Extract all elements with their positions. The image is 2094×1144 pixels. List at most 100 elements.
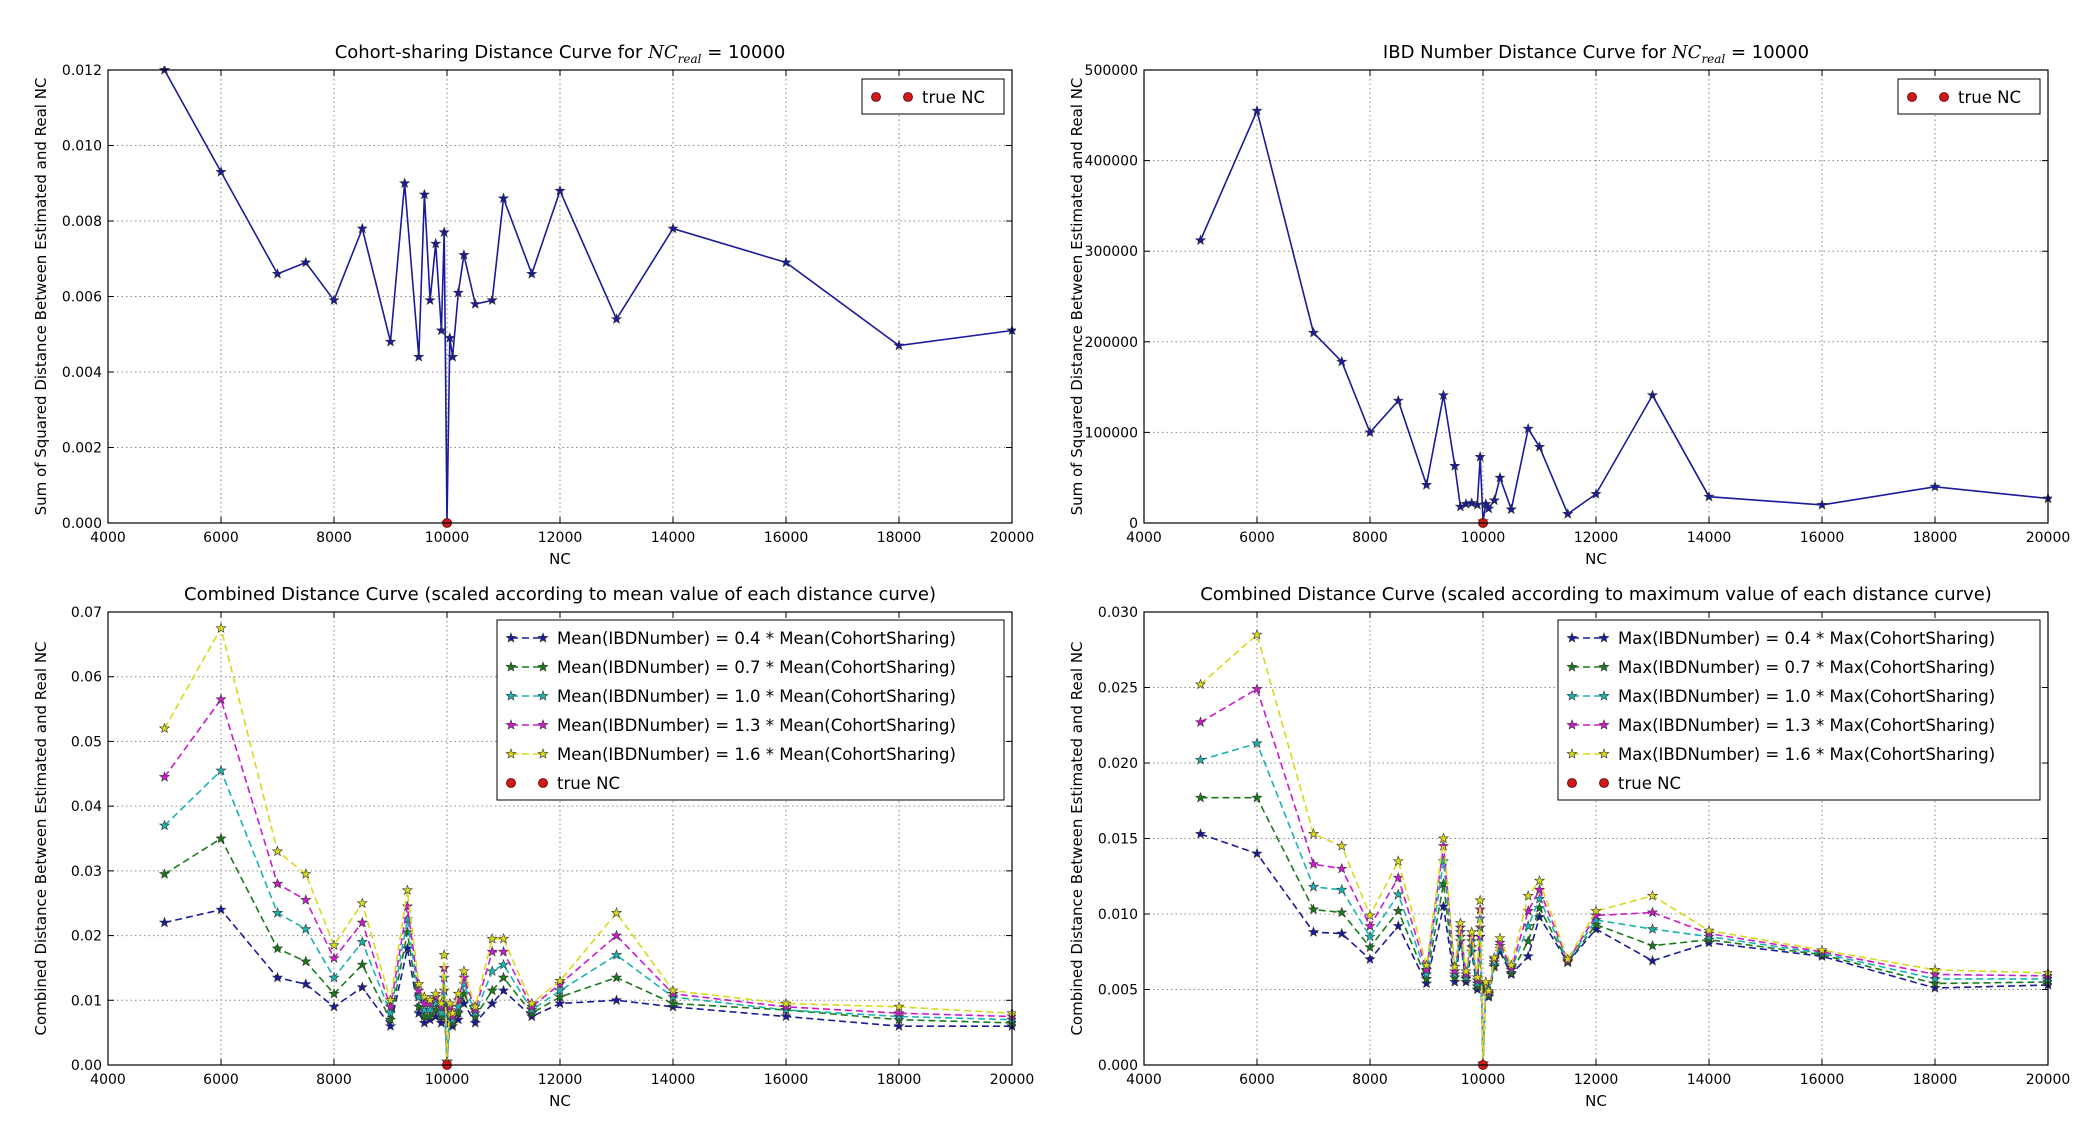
data-point (667, 222, 679, 234)
data-point (418, 188, 431, 200)
legend: true NC (861, 78, 1005, 115)
data-point (1522, 935, 1534, 946)
data-point (300, 978, 312, 989)
data-point (158, 868, 171, 879)
chart-panel-1: Cohort-sharing Distance Curve for NCreal… (32, 42, 1034, 568)
data-point (418, 991, 431, 1002)
legend-label: true NC (1958, 88, 2021, 107)
data-point (1562, 953, 1574, 964)
data-point (356, 916, 368, 928)
data-point (328, 294, 340, 305)
data-point (1471, 971, 1483, 983)
data-point (1307, 903, 1320, 915)
data-point (1392, 855, 1404, 866)
data-point (1420, 973, 1433, 984)
x-tick-label: 4000 (90, 530, 126, 546)
data-point (1533, 874, 1546, 886)
data-point (1474, 894, 1486, 906)
data-point (300, 868, 312, 879)
legend-box (861, 78, 1005, 115)
data-point (1307, 858, 1320, 869)
data-point (1336, 355, 1348, 367)
data-point (469, 1007, 481, 1019)
legend-entry: true NC (506, 774, 620, 793)
data-point (215, 832, 227, 844)
series-line (163, 69, 1013, 524)
series-2 (158, 832, 1016, 1067)
data-point (1590, 488, 1602, 499)
legend-swatch-marker (537, 661, 549, 672)
data-point (452, 994, 464, 1005)
data-point (444, 997, 456, 1009)
y-tick-label: 0.008 (62, 214, 102, 230)
x-tick-label: 12000 (1574, 530, 1619, 546)
legend-label: Mean(IBDNumber) = 1.3 * Mean(CohortShari… (557, 716, 956, 735)
plot-frame (1143, 611, 2049, 1066)
data-point (384, 1020, 397, 1031)
legend-label: Max(IBDNumber) = 1.3 * Max(CohortSharing… (1618, 716, 1995, 735)
data-point (1336, 927, 1348, 939)
data-point (1646, 939, 1659, 951)
data-point (1364, 941, 1376, 953)
data-point (1703, 490, 1715, 502)
legend-swatch-marker (537, 632, 549, 643)
data-point (1816, 499, 1828, 510)
data-point (486, 997, 498, 1009)
x-tick-label: 14000 (1687, 1072, 1732, 1088)
data-point (1420, 959, 1433, 971)
x-tick-label: 12000 (1574, 1072, 1619, 1088)
legend-entry: true NC (1907, 88, 2021, 107)
data-point (1449, 971, 1461, 983)
x-tick-label: 6000 (1239, 1072, 1275, 1088)
data-point (1646, 389, 1659, 400)
data-point (780, 256, 792, 268)
data-point (1449, 961, 1461, 972)
data-point (430, 987, 442, 999)
title-math-base: NC (647, 42, 678, 63)
series-line (164, 837, 1013, 1062)
data-point (1533, 883, 1546, 895)
x-tick-label: 6000 (203, 1072, 239, 1088)
data-point (356, 222, 368, 234)
data-point (424, 294, 436, 305)
data-point (780, 997, 792, 1009)
legend-swatch-marker (1598, 690, 1610, 701)
data-point (300, 923, 312, 934)
legend-swatch-marker (1598, 661, 1610, 672)
data-point (1929, 968, 1941, 980)
data-point (526, 1007, 538, 1019)
legend-swatch-marker (903, 92, 913, 102)
x-tick-label: 10000 (425, 530, 470, 546)
data-point (356, 897, 368, 909)
data-point (667, 991, 679, 1002)
data-point (424, 997, 436, 1009)
data-point (469, 1010, 481, 1022)
plot-area (1194, 104, 2052, 526)
legend-box (496, 619, 1005, 801)
legend-entry: Mean(IBDNumber) = 1.0 * Mean(CohortShari… (505, 687, 956, 706)
data-point (401, 900, 414, 912)
chart-title: Cohort-sharing Distance Curve for NCreal… (335, 42, 786, 66)
data-point (1307, 926, 1320, 937)
data-point (1646, 906, 1659, 918)
x-tick-label: 8000 (1352, 1072, 1388, 1088)
data-point (458, 965, 470, 976)
y-tick-label: 400000 (1085, 154, 1138, 170)
x-tick-label: 6000 (1239, 530, 1275, 546)
series-2 (1194, 791, 2052, 1069)
x-tick-label: 12000 (538, 1072, 583, 1088)
chart-panel-2: IBD Number Distance Curve for NCreal = 1… (1068, 42, 2070, 568)
data-point (1929, 973, 1941, 984)
data-point (384, 1000, 397, 1012)
data-point (1437, 389, 1450, 400)
data-point (1251, 104, 1263, 116)
data-point (1480, 498, 1492, 509)
data-point (438, 226, 450, 238)
x-tick-label: 14000 (651, 1072, 696, 1088)
data-point (1392, 888, 1404, 900)
data-point (1474, 451, 1486, 462)
data-point (1454, 917, 1467, 928)
legend-swatch-marker (1566, 690, 1578, 701)
legend-label: true NC (1618, 774, 1681, 793)
series-line (1200, 796, 2049, 1064)
